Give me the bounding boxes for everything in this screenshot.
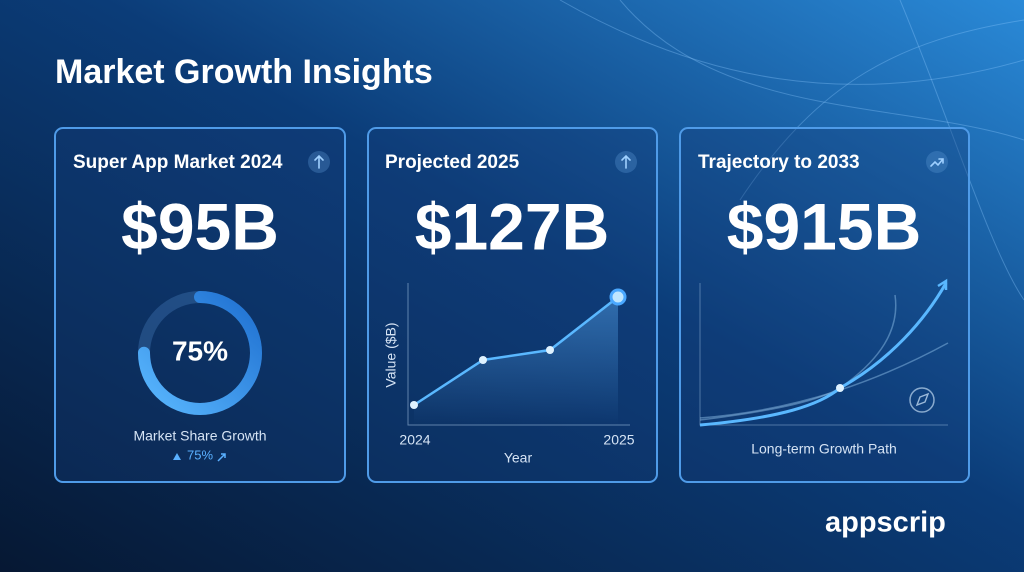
card	[679, 127, 970, 483]
change: 75%	[187, 447, 213, 462]
card-value: $95B	[121, 189, 279, 263]
brand-logo: appscrip	[825, 507, 946, 539]
mini-line-chart	[407, 283, 630, 426]
x-tick-label: 2024	[399, 432, 430, 448]
card	[54, 127, 346, 483]
y-axis-label: Value ($B)	[383, 322, 399, 387]
card-value: $127B	[415, 189, 610, 263]
donut-arc	[138, 291, 262, 415]
donut-label: 75%	[172, 335, 228, 366]
page-title: Market Growth Insights	[55, 53, 433, 91]
x-axis-label: Year	[504, 450, 533, 466]
card-title: Projected 2025	[385, 152, 520, 173]
caption: Market Share Growth	[133, 428, 266, 444]
card-value: $915B	[727, 189, 922, 263]
x-tick-label: 2025	[603, 432, 634, 448]
card-title: Trajectory to 2033	[698, 152, 860, 173]
caption: Long-term Growth Path	[751, 441, 897, 457]
arrow-icon	[217, 453, 226, 462]
growth-curve	[699, 278, 949, 427]
up-icon	[173, 453, 181, 460]
icon	[926, 151, 948, 173]
card-title: Super App Market 2024	[73, 152, 283, 173]
icon	[308, 151, 330, 173]
decor-lines	[559, 0, 1024, 301]
icon	[615, 151, 637, 173]
